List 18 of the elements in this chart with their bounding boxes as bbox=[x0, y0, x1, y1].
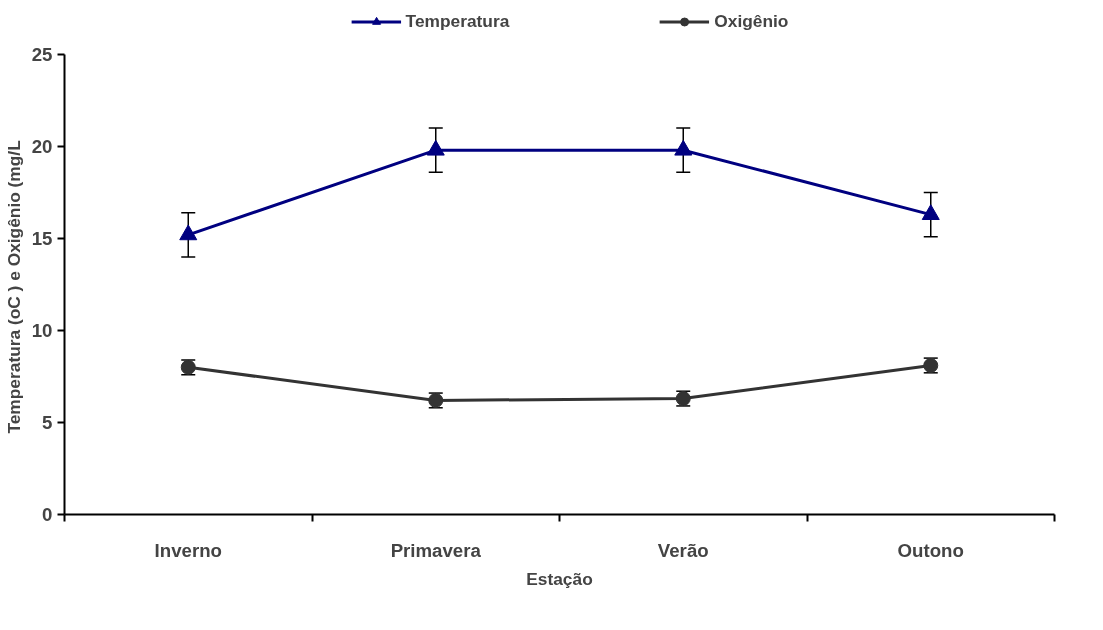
y-tick-label: 20 bbox=[31, 136, 53, 157]
x-tick-label: Outono bbox=[897, 539, 964, 561]
point bbox=[674, 139, 693, 156]
y-tick-label: 15 bbox=[31, 228, 53, 249]
legend-label: Oxigênio bbox=[714, 10, 789, 32]
x-tick-label: Inverno bbox=[154, 539, 222, 561]
y-axis-title: Temperatura (oC ) e Oxigênio (mg/L bbox=[3, 139, 24, 434]
y-tick-label: 10 bbox=[31, 320, 53, 341]
x-tick-label: Verão bbox=[657, 539, 709, 561]
y-tick-label: 5 bbox=[42, 412, 53, 433]
point bbox=[179, 224, 198, 241]
point bbox=[426, 139, 445, 156]
x-axis-title: Estação bbox=[526, 568, 593, 589]
legend-label: Temperatura bbox=[405, 10, 510, 32]
point bbox=[921, 204, 940, 220]
x-tick-label: Primavera bbox=[390, 539, 482, 561]
y-tick-label: 25 bbox=[31, 44, 53, 65]
y-tick-label: 0 bbox=[42, 504, 53, 525]
